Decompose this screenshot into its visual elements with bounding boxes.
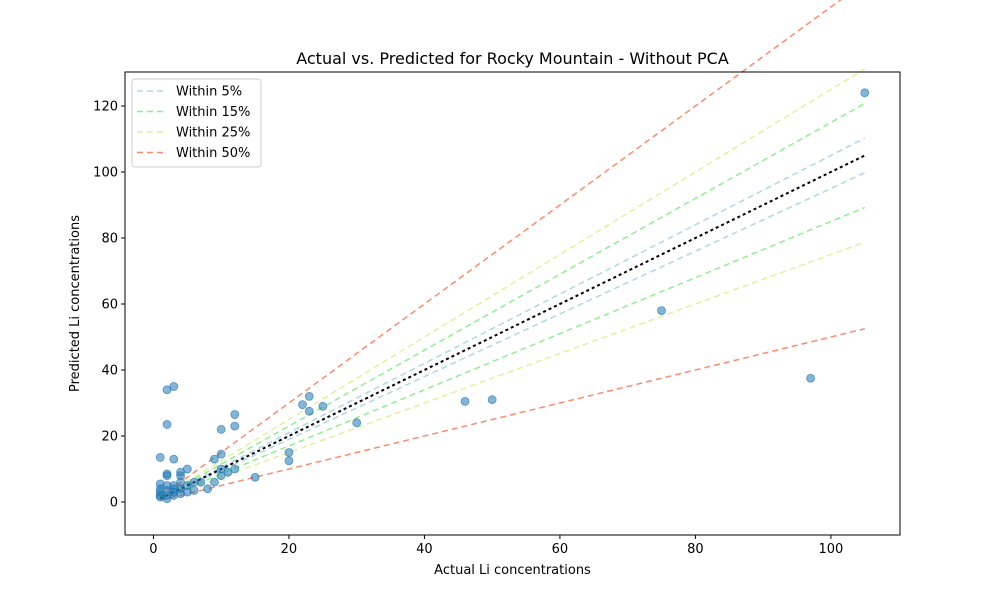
identity-line-segment [159, 154, 866, 500]
x-axis-ticks: 0 20 40 60 80 100 [149, 535, 843, 557]
band-5-lower [159, 172, 866, 500]
y-tick-label: 40 [101, 363, 118, 378]
data-point [304, 406, 314, 416]
x-axis-label: Actual Li concentrations [434, 563, 591, 578]
y-tick-label: 100 [93, 165, 118, 180]
y-tick-label: 0 [110, 495, 118, 510]
data-point [169, 454, 179, 464]
data-point [162, 420, 172, 429]
data-point [487, 395, 497, 405]
data-point [210, 477, 219, 487]
data-point [284, 456, 294, 466]
data-point [860, 88, 870, 98]
data-point [250, 472, 260, 482]
legend-label: Within 15% [176, 105, 250, 120]
band-50-upper [159, 0, 842, 498]
legend-label: Within 5% [176, 85, 242, 100]
y-tick-label: 80 [101, 231, 118, 246]
data-point [216, 449, 226, 459]
band-5-upper [159, 137, 866, 500]
data-point [298, 400, 307, 410]
data-point [318, 401, 328, 411]
x-tick-label: 100 [818, 542, 843, 557]
data-point [230, 421, 240, 431]
data-point [182, 464, 192, 474]
x-tick-label: 60 [552, 542, 569, 557]
band-25-lower [159, 241, 866, 501]
data-point [210, 454, 219, 464]
data-point [806, 373, 815, 383]
data-point [216, 424, 226, 434]
data-point [657, 306, 666, 315]
data-point [196, 477, 206, 487]
data-point [155, 453, 165, 462]
x-tick-label: 40 [416, 542, 433, 557]
band-15-upper [159, 102, 866, 499]
x-tick-label: 80 [687, 542, 704, 557]
data-point [230, 464, 240, 474]
data-point [189, 486, 199, 495]
x-tick-label: 0 [149, 542, 157, 557]
data-point [203, 484, 213, 494]
legend-label: Within 50% [176, 146, 250, 161]
data-point [284, 448, 294, 457]
reference-bands [159, 0, 866, 502]
data-point [230, 410, 240, 419]
data-points [155, 88, 870, 504]
data-point [352, 418, 362, 428]
x-tick-label: 20 [281, 542, 298, 557]
y-tick-label: 60 [101, 297, 118, 312]
band-50-lower [160, 328, 865, 502]
y-tick-label: 120 [93, 99, 118, 114]
data-point [460, 396, 470, 406]
data-point [304, 391, 314, 401]
y-axis-label: Predicted Li concentrations [68, 215, 83, 392]
legend-frame [131, 78, 262, 168]
identity-line [159, 154, 866, 500]
data-point [169, 382, 179, 391]
band-15-lower [159, 206, 866, 500]
chart-title: Actual vs. Predicted for Rocky Mountain … [296, 49, 729, 68]
legend: Within 5% Within 15% Within 25% Within 50% [131, 78, 262, 168]
y-axis-ticks: 0 20 40 60 80 100 120 [93, 99, 125, 510]
data-point [162, 471, 172, 480]
band-25-upper [159, 68, 866, 499]
y-tick-label: 20 [101, 429, 118, 444]
legend-label: Within 25% [176, 126, 250, 141]
